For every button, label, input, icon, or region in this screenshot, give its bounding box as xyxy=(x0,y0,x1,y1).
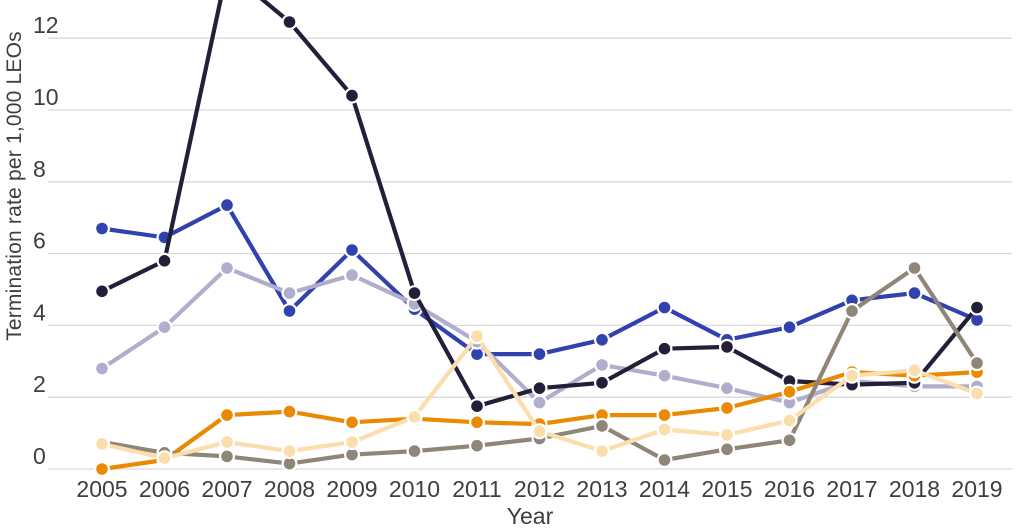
series-peach xyxy=(93,328,985,467)
data-point-lavender-2006 xyxy=(156,319,173,336)
data-point-warm-gray-2014 xyxy=(656,452,673,469)
data-point-lavender-2007 xyxy=(219,260,236,277)
data-point-orange-2014 xyxy=(656,407,673,424)
x-axis-title: Year xyxy=(506,503,554,529)
x-tick-label: 2012 xyxy=(514,476,565,502)
data-point-royal-blue-2008 xyxy=(281,303,298,320)
data-point-peach-2010 xyxy=(406,408,423,425)
data-point-royal-blue-2018 xyxy=(906,285,923,302)
data-point-orange-2016 xyxy=(781,383,798,400)
data-point-royal-blue-2014 xyxy=(656,299,673,316)
data-point-peach-2015 xyxy=(718,426,735,443)
data-point-orange-2007 xyxy=(219,407,236,424)
data-point-lavender-2014 xyxy=(656,367,673,384)
y-tick-label: 10 xyxy=(33,84,59,110)
gridlines xyxy=(48,37,1012,470)
data-point-royal-blue-2013 xyxy=(593,331,610,348)
y-tick-label: 2 xyxy=(33,371,46,397)
data-point-dark-navy-2010 xyxy=(406,285,423,302)
x-tick-label: 2019 xyxy=(951,476,1002,502)
y-tick-label: 6 xyxy=(33,228,46,254)
data-point-peach-2014 xyxy=(656,421,673,438)
data-point-warm-gray-2019 xyxy=(968,355,985,372)
data-point-dark-navy-2014 xyxy=(656,340,673,357)
x-tick-label: 2007 xyxy=(201,476,252,502)
y-axis-title: Termination rate per 1,000 LEOs xyxy=(3,31,26,341)
y-tick-label: 0 xyxy=(33,443,46,469)
data-point-royal-blue-2005 xyxy=(93,220,110,237)
x-tick-label: 2009 xyxy=(326,476,377,502)
data-point-royal-blue-2007 xyxy=(219,197,236,214)
x-tick-label: 2014 xyxy=(639,476,690,502)
data-point-dark-navy-2009 xyxy=(344,87,361,104)
data-point-royal-blue-2012 xyxy=(531,346,548,363)
x-tick-label: 2018 xyxy=(889,476,940,502)
data-point-warm-gray-2007 xyxy=(219,448,236,465)
data-point-peach-2011 xyxy=(469,328,486,345)
data-point-peach-2019 xyxy=(968,385,985,402)
x-tick-labels: 2005 2006 2007 2008 2009 2010 2011 2012 2013 2014… xyxy=(76,476,1002,502)
series-royal-blue xyxy=(93,197,985,363)
data-point-dark-navy-2012 xyxy=(531,380,548,397)
x-tick-label: 2006 xyxy=(139,476,190,502)
data-point-dark-navy-2008 xyxy=(281,14,298,31)
data-point-lavender-2005 xyxy=(93,360,110,377)
x-tick-label: 2005 xyxy=(76,476,127,502)
data-point-dark-navy-2019 xyxy=(968,299,985,316)
data-point-warm-gray-2018 xyxy=(906,260,923,277)
data-point-peach-2005 xyxy=(93,435,110,452)
data-point-orange-2015 xyxy=(718,400,735,417)
y-tick-label: 12 xyxy=(33,12,59,38)
data-point-peach-2007 xyxy=(219,434,236,451)
data-point-orange-2009 xyxy=(344,414,361,431)
y-tick-label: 4 xyxy=(33,299,46,325)
data-point-lavender-2012 xyxy=(531,394,548,411)
data-point-lavender-2013 xyxy=(593,356,610,373)
data-point-royal-blue-2016 xyxy=(781,319,798,336)
data-point-dark-navy-2006 xyxy=(156,252,173,269)
data-point-peach-2012 xyxy=(531,423,548,440)
data-point-warm-gray-2015 xyxy=(718,441,735,458)
data-point-orange-2005 xyxy=(93,461,110,478)
data-point-orange-2011 xyxy=(469,414,486,431)
data-point-peach-2006 xyxy=(156,450,173,467)
data-point-dark-navy-2013 xyxy=(593,374,610,391)
data-point-peach-2017 xyxy=(843,367,860,384)
data-point-dark-navy-2015 xyxy=(718,338,735,355)
data-point-dark-navy-2011 xyxy=(469,398,486,415)
data-point-peach-2018 xyxy=(906,362,923,379)
x-tick-label: 2011 xyxy=(452,476,501,502)
data-point-peach-2013 xyxy=(593,443,610,460)
data-point-warm-gray-2010 xyxy=(406,443,423,460)
series-line-royal-blue xyxy=(99,203,980,357)
chart-plot-area: 0 2 4 6 8 10 12 2005 2006 2007 2008 2009 2010 2011 201… xyxy=(33,0,1012,502)
data-point-orange-2008 xyxy=(281,403,298,420)
data-point-lavender-2008 xyxy=(281,285,298,302)
x-tick-label: 2015 xyxy=(701,476,752,502)
data-point-lavender-2015 xyxy=(718,380,735,397)
data-point-warm-gray-2016 xyxy=(781,432,798,449)
termination-rate-line-chart: 0 2 4 6 8 10 12 2005 2006 2007 2008 2009 2010 2011 201… xyxy=(3,0,1012,529)
data-point-warm-gray-2011 xyxy=(469,437,486,454)
y-tick-labels: 0 2 4 6 8 10 12 xyxy=(33,12,59,469)
data-point-lavender-2009 xyxy=(344,267,361,284)
x-tick-label: 2017 xyxy=(826,476,877,502)
data-point-dark-navy-2005 xyxy=(93,283,110,300)
data-point-warm-gray-2013 xyxy=(593,417,610,434)
y-tick-label: 8 xyxy=(33,156,46,182)
x-tick-label: 2008 xyxy=(264,476,315,502)
data-point-peach-2009 xyxy=(344,434,361,451)
data-point-royal-blue-2009 xyxy=(344,242,361,259)
data-point-warm-gray-2017 xyxy=(843,303,860,320)
x-tick-label: 2010 xyxy=(389,476,440,502)
data-point-peach-2008 xyxy=(281,443,298,460)
x-tick-label: 2013 xyxy=(576,476,627,502)
data-point-peach-2016 xyxy=(781,412,798,429)
x-tick-label: 2016 xyxy=(764,476,815,502)
series-dark-navy xyxy=(93,0,985,415)
